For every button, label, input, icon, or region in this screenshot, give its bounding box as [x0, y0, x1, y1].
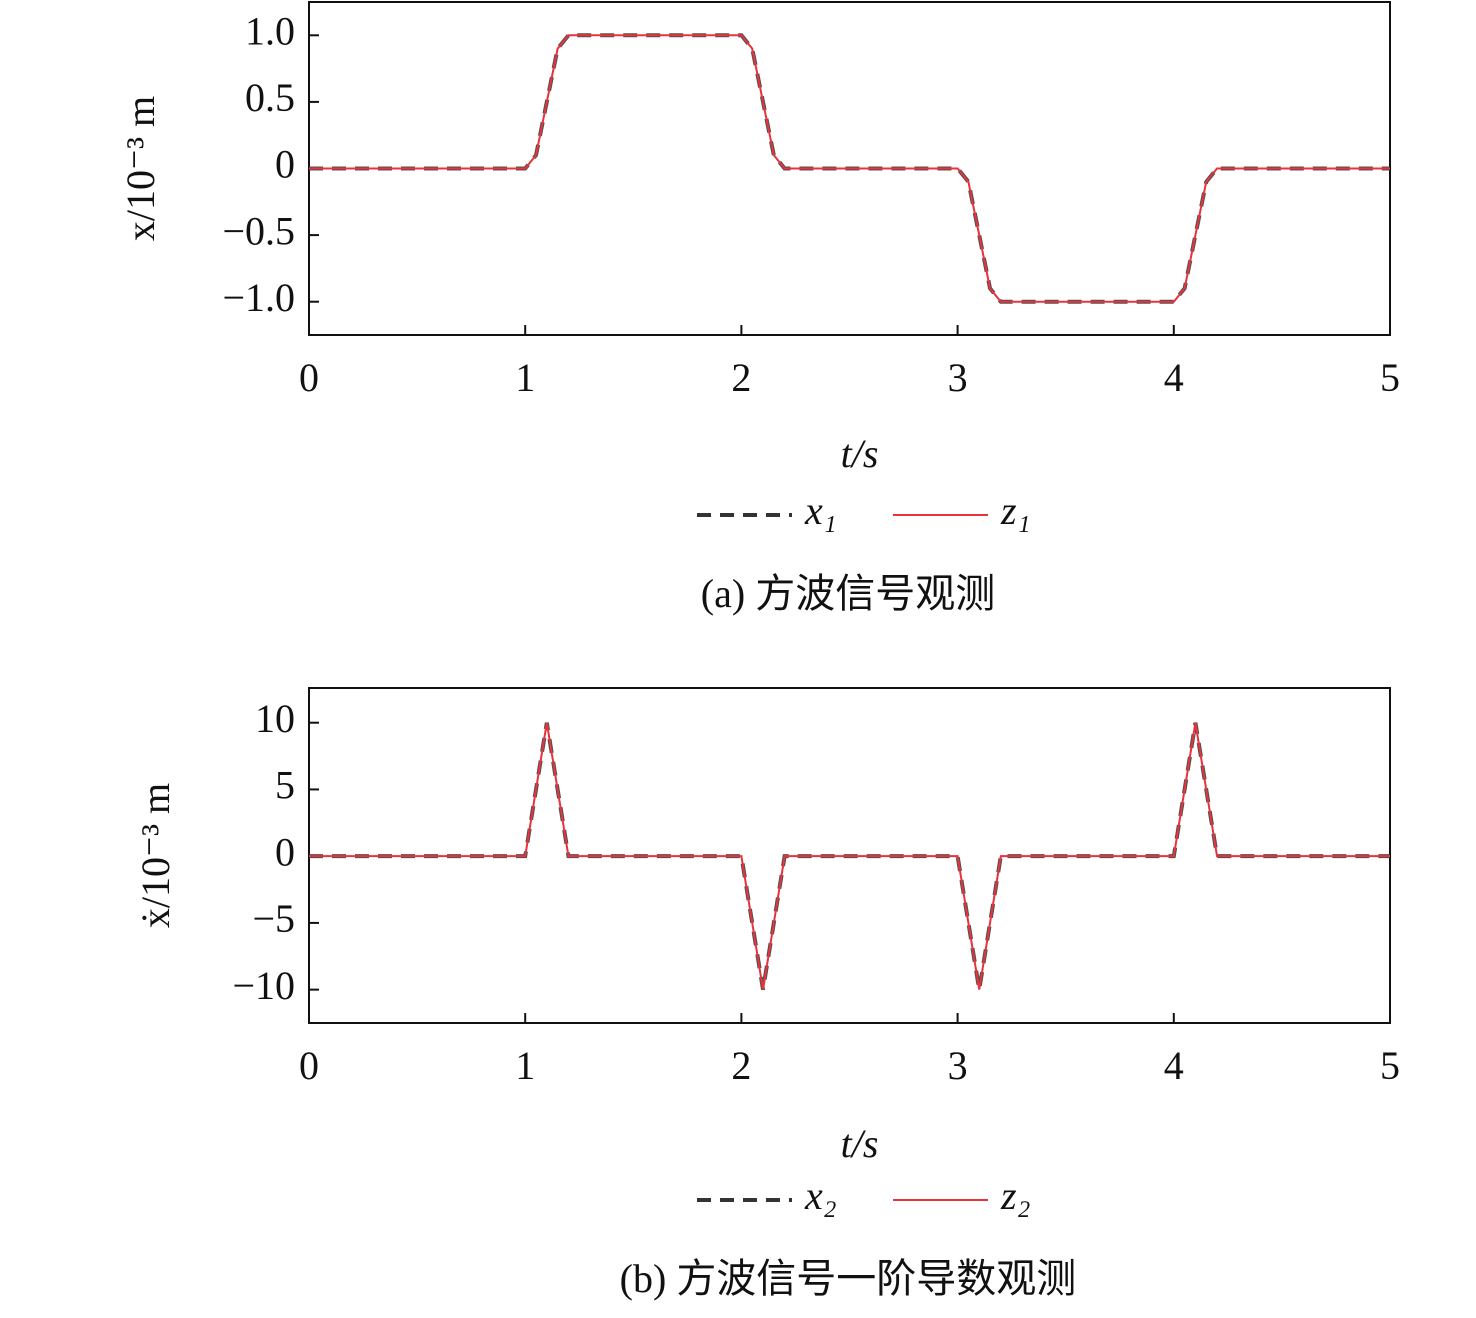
y-tick-label: 1.0 [245, 8, 295, 53]
x-tick-label: 4 [1164, 355, 1184, 400]
legend-label: z₁ [1000, 488, 1030, 533]
y-tick-label: 0 [275, 142, 295, 187]
legend-label: x₁ [804, 488, 837, 533]
y-tick-label: 0 [275, 829, 295, 874]
y-tick-label: −10 [232, 963, 295, 1008]
x-tick-label: 5 [1380, 355, 1400, 400]
x-tick-label: 1 [515, 1043, 535, 1088]
series-line [309, 34, 1390, 303]
x-tick-label: 0 [299, 1043, 319, 1088]
caption: (a) 方波信号观测 [701, 571, 995, 616]
series-line [309, 722, 1390, 990]
x-tick-label: 4 [1164, 1043, 1184, 1088]
caption: (b) 方波信号一阶导数观测 [620, 1256, 1077, 1301]
y-tick-label: 5 [275, 763, 295, 808]
x-tick-label: 5 [1380, 1043, 1400, 1088]
y-axis-label: x/10⁻³ m [118, 96, 163, 241]
y-tick-label: 10 [255, 696, 295, 741]
y-tick-label: −1.0 [222, 275, 295, 320]
y-axis-label: ẋ/10⁻³ m [133, 783, 178, 928]
y-tick-label: −0.5 [222, 208, 295, 253]
x-tick-label: 2 [731, 355, 751, 400]
x-tick-label: 3 [948, 1043, 968, 1088]
y-tick-label: 0.5 [245, 75, 295, 120]
legend-label: z₂ [1000, 1173, 1030, 1218]
x-axis-label: t/s [841, 431, 879, 476]
x-tick-label: 3 [948, 355, 968, 400]
x-axis-label: t/s [841, 1121, 879, 1166]
x-tick-label: 0 [299, 355, 319, 400]
y-tick-label: −5 [252, 896, 295, 941]
x-tick-label: 1 [515, 355, 535, 400]
legend-label: x₂ [804, 1173, 837, 1218]
x-tick-label: 2 [731, 1043, 751, 1088]
